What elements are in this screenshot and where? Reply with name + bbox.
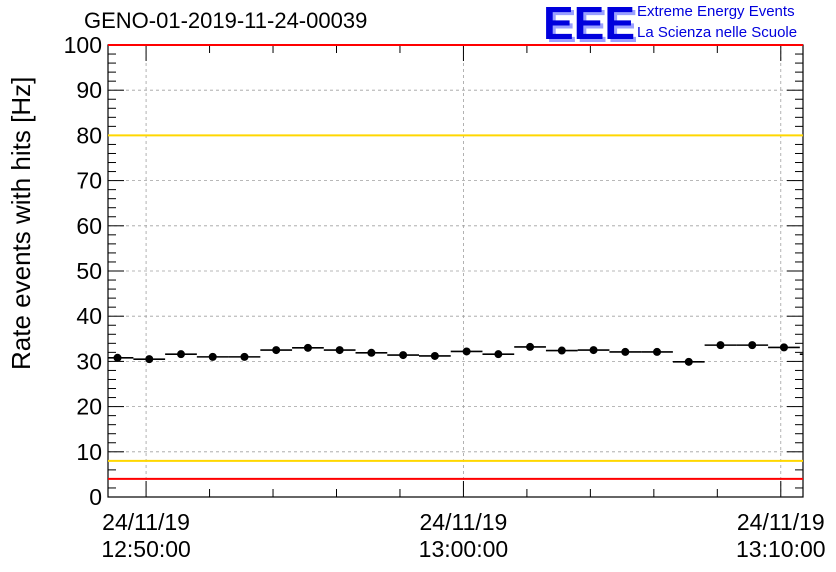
data-point <box>557 346 566 355</box>
y-tick-label: 0 <box>89 484 102 510</box>
data-point <box>399 351 408 360</box>
data-point <box>589 346 598 355</box>
data-point <box>145 355 154 364</box>
eee-logo-mark: EEE <box>543 2 635 46</box>
data-point <box>684 357 693 366</box>
x-tick-label-time: 12:50:00 <box>101 536 191 562</box>
y-tick-label: 100 <box>64 32 102 58</box>
data-point <box>812 350 820 358</box>
data-point <box>240 352 249 361</box>
logo-line-1: Extreme Energy Events <box>637 3 795 20</box>
x-tick-label-date: 24/11/19 <box>737 509 825 535</box>
x-tick-label-date: 24/11/19 <box>420 509 508 535</box>
y-tick-label: 90 <box>76 77 102 103</box>
x-tick-label-date: 24/11/19 <box>102 509 190 535</box>
y-tick-label: 30 <box>76 348 102 374</box>
eee-logo: EEE EEE <box>543 2 636 46</box>
y-tick-label: 70 <box>76 168 102 194</box>
data-point <box>621 347 630 356</box>
data-point <box>748 341 757 350</box>
data-point <box>208 352 217 361</box>
eee-logo-shadow: EEE <box>546 2 636 46</box>
data-point <box>779 343 788 352</box>
data-point <box>272 346 281 355</box>
x-tick-label-time: 13:10:00 <box>736 536 826 562</box>
y-tick-label: 10 <box>76 439 102 465</box>
data-point <box>367 348 376 357</box>
data-point <box>430 351 439 360</box>
data-point <box>716 341 725 350</box>
data-series <box>108 341 820 366</box>
data-point <box>176 350 185 359</box>
data-point <box>113 353 122 362</box>
data-point <box>335 346 344 355</box>
data-point <box>494 350 503 359</box>
data-point <box>526 342 535 351</box>
logo-line-2: La Scienza nelle Scuole <box>637 24 798 41</box>
y-tick-label: 50 <box>76 258 102 284</box>
y-tick-label: 80 <box>76 122 102 148</box>
data-point <box>303 343 312 352</box>
data-point <box>653 347 662 356</box>
x-tick-label-time: 13:00:00 <box>419 536 509 562</box>
y-tick-label: 20 <box>76 394 102 420</box>
y-tick-label: 60 <box>76 213 102 239</box>
chart-title: GENO-01-2019-11-24-00039 <box>84 8 368 33</box>
y-tick-label: 40 <box>76 303 102 329</box>
data-point <box>462 347 471 356</box>
